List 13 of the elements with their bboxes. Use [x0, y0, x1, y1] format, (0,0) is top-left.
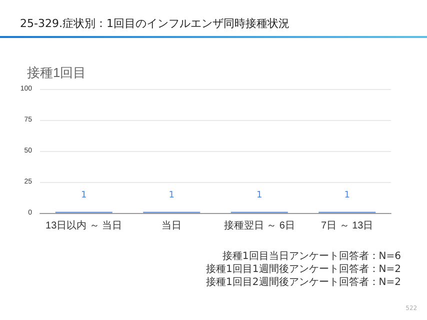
data-label: 1 [344, 190, 350, 200]
data-label: 1 [256, 190, 262, 200]
text: 接種1回目当日アンケート回答者：N=6 [221, 250, 401, 263]
chart-subtitle: 接種1回目 [27, 65, 86, 80]
text: 接種1回目2週間後アンケート回答者：N=2 [206, 276, 401, 289]
x-tick-label: 当日 [162, 220, 182, 232]
x-tick-label: 接種翌日 ～ 6日 [224, 220, 295, 232]
chart-title: 25-329.症状別：1回目のインフルエンザ同時接種状況 [20, 16, 290, 31]
text: 接種1回目1週間後アンケート回答者：N=2 [206, 263, 401, 276]
data-label: 1 [168, 190, 174, 200]
x-tick-label: 13日以内 ～ 当日 [46, 220, 122, 232]
x-tick-label: 7日 ～ 13日 [321, 220, 374, 232]
data-label: 1 [81, 190, 87, 200]
